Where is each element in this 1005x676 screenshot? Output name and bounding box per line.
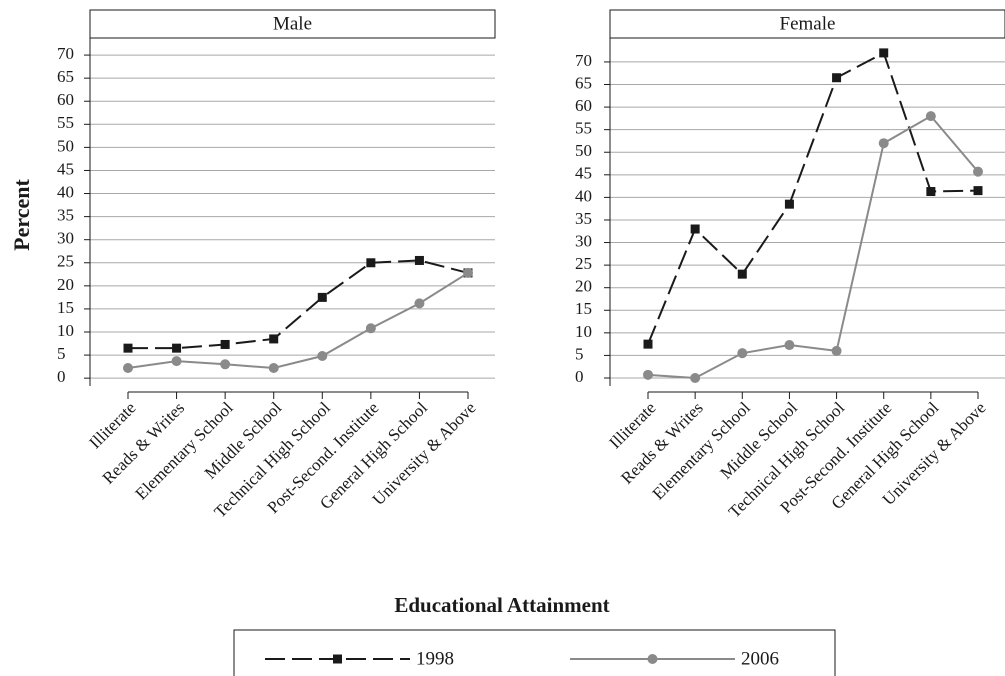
y-tick-label: 50 [57,136,74,155]
y-tick-label: 65 [57,67,74,86]
point [784,340,795,351]
y-tick-label: 70 [57,44,74,63]
panel-header [609,9,1005,39]
point [643,339,653,349]
y-tick-label: 55 [575,119,592,138]
series-line [127,272,469,370]
point [973,166,983,177]
point [123,343,133,353]
y-tick-label: 55 [57,113,74,132]
point [365,323,376,334]
y-tick-label: 60 [575,96,592,115]
point [879,48,889,58]
point [220,339,230,349]
legend-marker [333,654,342,664]
legend-marker [647,654,658,664]
y-tick-label: 30 [575,231,592,250]
point [925,111,936,122]
y-tick-label: 35 [575,209,592,228]
point [737,348,748,359]
point [317,351,328,361]
point [220,359,231,370]
point [973,186,983,196]
y-tick-label: 30 [57,229,74,248]
point [926,187,936,197]
point [463,267,473,278]
point [784,199,794,209]
point [172,343,182,353]
point [832,73,842,83]
y-tick-label: 15 [57,298,74,317]
y-tick-label: 5 [57,344,66,363]
series-line [647,51,979,345]
point [414,298,425,309]
y-tick-label: 70 [575,51,592,70]
point [414,255,424,265]
legend-label: 2006 [741,648,779,669]
y-tick-label: 10 [575,322,592,341]
point [690,373,701,384]
x-axis-title: Educational Attainment [394,593,609,617]
y-tick-label: 25 [57,252,74,271]
series-line [128,259,469,350]
y-tick-label: 65 [575,73,592,92]
y-tick-label: 0 [575,367,584,386]
point [268,363,279,373]
point [269,334,279,344]
y-tick-label: 25 [575,254,592,273]
panel-title: Male [273,13,312,34]
point [643,369,653,380]
panel-header [89,9,496,39]
point [878,138,889,149]
y-tick-label: 40 [575,186,592,205]
y-tick-label: 40 [57,182,74,201]
y-tick-label: 15 [575,299,592,318]
point [171,356,182,367]
point [690,224,700,234]
y-tick-label: 20 [575,277,592,296]
panel-title: Female [780,13,836,34]
y-tick-label: 5 [575,344,584,363]
series-line [647,114,979,380]
point [737,269,747,279]
legend-label: 1998 [416,648,454,669]
x-tick-label: Reads & Writes [617,398,707,488]
y-tick-label: 45 [57,159,74,178]
y-axis-title: Percent [9,179,34,251]
point [123,363,133,373]
y-tick-label: 45 [575,164,592,183]
y-tick-label: 10 [57,321,74,340]
point [831,345,842,356]
y-tick-label: 35 [57,206,74,225]
y-tick-label: 20 [57,275,74,294]
y-tick-label: 0 [57,367,66,386]
y-tick-label: 60 [57,90,74,109]
point [366,258,376,268]
y-tick-label: 50 [575,141,592,160]
point [317,292,327,302]
legend-box [233,629,836,676]
